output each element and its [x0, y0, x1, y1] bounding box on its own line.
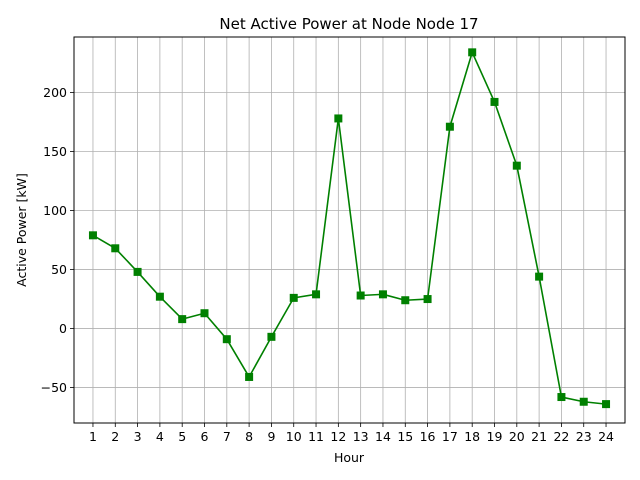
- x-tick-label: 10: [286, 429, 302, 444]
- data-point-marker: [401, 296, 410, 305]
- x-tick-label: 24: [598, 429, 614, 444]
- data-point-marker: [557, 393, 566, 402]
- data-point-marker: [378, 290, 387, 299]
- x-tick-label: 7: [223, 429, 231, 444]
- x-tick-label: 3: [134, 429, 142, 444]
- x-tick-label: 12: [330, 429, 346, 444]
- x-tick-label: 21: [531, 429, 547, 444]
- data-point-marker: [490, 97, 499, 106]
- data-point-marker: [579, 397, 588, 406]
- y-tick-label: 0: [59, 321, 67, 336]
- plot-frame: [73, 36, 626, 424]
- x-tick-label: 6: [201, 429, 209, 444]
- data-point-marker: [133, 267, 142, 276]
- x-tick-label: 22: [553, 429, 569, 444]
- data-point-marker: [535, 272, 544, 281]
- x-tick-label: 8: [245, 429, 253, 444]
- x-tick-label: 14: [375, 429, 391, 444]
- y-tick-label: 150: [43, 144, 67, 159]
- data-point-marker: [602, 400, 611, 409]
- data-point-marker: [312, 290, 321, 299]
- tick-layer: 1 2 3 4 5 6 7 8 9 10 11 12 13 14 15 16 17 18 19 20 21 22 23 24−…: [41, 85, 614, 444]
- data-point-marker: [445, 122, 454, 131]
- chart-title: Net Active Power at Node Node 17: [219, 15, 478, 33]
- data-point-marker: [111, 244, 120, 253]
- data-point-marker: [245, 372, 254, 381]
- y-tick-label: 50: [51, 262, 67, 277]
- grid-layer: [74, 37, 625, 423]
- x-tick-label: 13: [353, 429, 369, 444]
- x-tick-label: 19: [487, 429, 503, 444]
- data-point-marker: [334, 114, 343, 123]
- x-tick-label: 23: [576, 429, 592, 444]
- x-tick-label: 18: [464, 429, 480, 444]
- x-tick-label: 2: [111, 429, 119, 444]
- data-point-marker: [200, 309, 209, 318]
- x-tick-label: 9: [267, 429, 275, 444]
- x-tick-label: 1: [89, 429, 97, 444]
- data-point-marker: [155, 292, 164, 301]
- x-axis-title: Hour: [334, 450, 365, 465]
- series-layer: [88, 48, 611, 409]
- x-tick-label: 15: [397, 429, 413, 444]
- y-tick-label: 200: [43, 85, 67, 100]
- series-line: [92, 51, 607, 405]
- data-point-marker: [222, 335, 231, 344]
- data-point-marker: [178, 315, 187, 324]
- x-tick-label: 4: [156, 429, 164, 444]
- x-tick-label: 20: [509, 429, 525, 444]
- data-point-marker: [512, 161, 521, 170]
- x-tick-label: 5: [178, 429, 186, 444]
- x-tick-label: 17: [442, 429, 458, 444]
- x-tick-label: 11: [308, 429, 324, 444]
- x-tick-label: 16: [420, 429, 436, 444]
- data-point-marker: [423, 295, 432, 304]
- y-tick-label: −50: [41, 380, 67, 395]
- data-point-marker: [88, 231, 97, 240]
- y-axis-title: Active Power [kW]: [14, 173, 29, 287]
- data-point-marker: [468, 48, 477, 57]
- data-point-marker: [356, 291, 365, 300]
- data-point-marker: [289, 293, 298, 302]
- data-point-marker: [267, 332, 276, 341]
- y-tick-label: 100: [43, 203, 67, 218]
